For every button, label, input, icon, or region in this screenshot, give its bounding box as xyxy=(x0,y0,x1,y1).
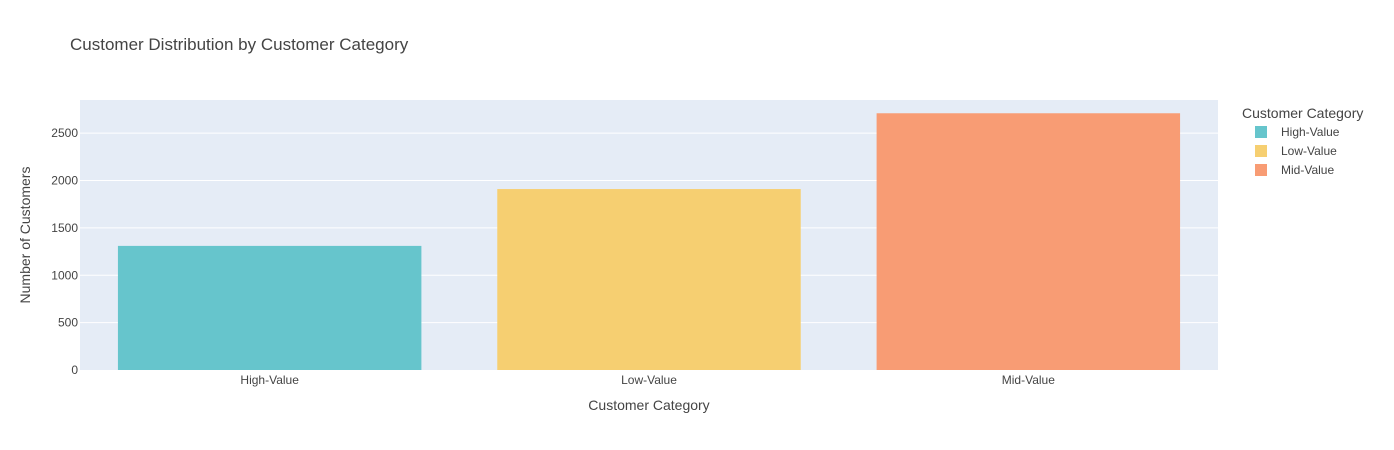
y-axis-ticks: 0 500 1000 1500 2000 2500 xyxy=(51,126,78,377)
legend-item-mid-value[interactable]: Mid-Value xyxy=(1255,163,1334,177)
legend-swatch xyxy=(1255,164,1267,176)
y-tick-label: 1500 xyxy=(51,221,78,235)
x-axis-ticks: High-Value Low-Value Mid-Value xyxy=(240,373,1055,387)
y-tick-label: 2000 xyxy=(51,174,78,188)
y-tick-label: 0 xyxy=(71,363,78,377)
x-tick-label: Mid-Value xyxy=(1002,373,1055,387)
bar-high-value[interactable] xyxy=(117,245,422,370)
legend-swatch xyxy=(1255,126,1267,138)
x-axis-title: Customer Category xyxy=(588,397,709,413)
y-axis-title: Number of Customers xyxy=(17,167,33,304)
y-tick-label: 500 xyxy=(58,316,78,330)
legend-swatch xyxy=(1255,145,1267,157)
legend-label: Low-Value xyxy=(1281,144,1337,158)
y-tick-label: 2500 xyxy=(51,126,78,140)
legend-item-high-value[interactable]: High-Value xyxy=(1255,125,1340,139)
legend-label: High-Value xyxy=(1281,125,1340,139)
legend-label: Mid-Value xyxy=(1281,163,1334,177)
legend-item-low-value[interactable]: Low-Value xyxy=(1255,144,1337,158)
legend-title: Customer Category xyxy=(1242,105,1363,121)
x-tick-label: High-Value xyxy=(240,373,299,387)
y-tick-label: 1000 xyxy=(51,268,78,282)
x-tick-label: Low-Value xyxy=(621,373,677,387)
bar-mid-value[interactable] xyxy=(876,113,1181,371)
bar-low-value[interactable] xyxy=(497,189,801,370)
bars xyxy=(117,113,1181,371)
legend: Customer Category High-Value Low-Value Mid… xyxy=(1242,105,1363,177)
chart-title: Customer Distribution by Customer Catego… xyxy=(70,35,409,54)
